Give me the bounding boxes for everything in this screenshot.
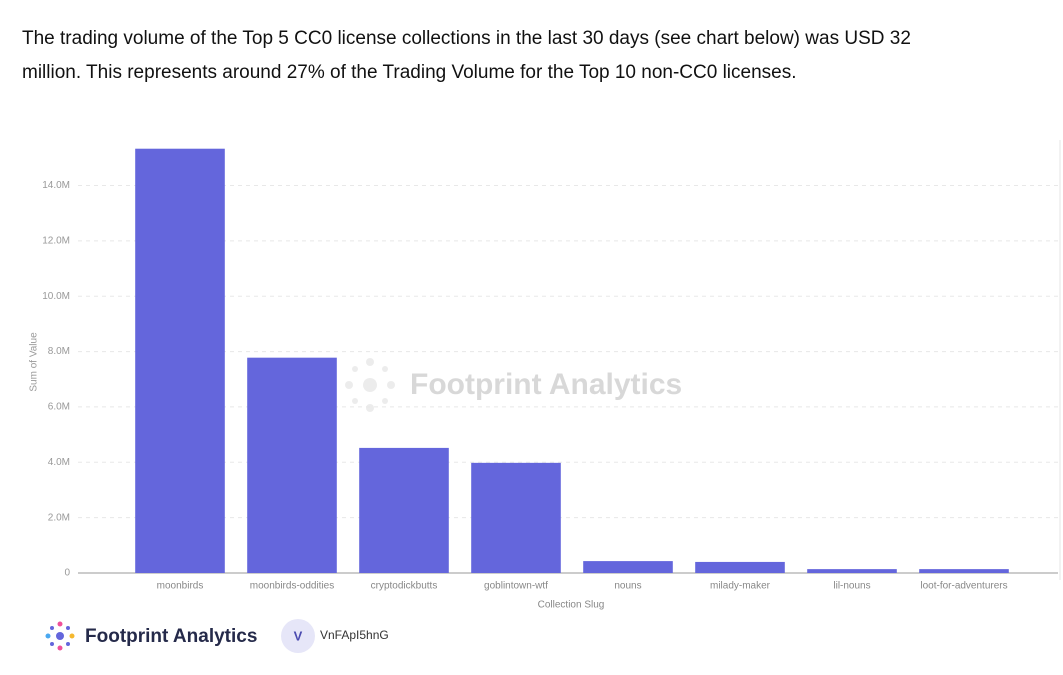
bar: [359, 447, 449, 573]
x-tick-label: milady-maker: [710, 581, 771, 592]
bar: [135, 148, 225, 574]
x-tick-label: cryptodickbutts: [371, 581, 438, 592]
bar: [695, 561, 785, 573]
x-tick-label: lil-nouns: [833, 581, 870, 592]
x-tick-label: loot-for-adventurers: [920, 581, 1007, 592]
bar: [471, 462, 561, 573]
watermark-logo: [345, 358, 395, 412]
footer-logo: [45, 621, 75, 651]
x-tick-label: nouns: [614, 581, 641, 592]
footer-brand: Footprint Analytics: [85, 626, 257, 647]
y-tick-label: 10.0M: [42, 291, 70, 302]
intro-line: million. This represents around 27% of t…: [22, 62, 797, 83]
avatar: [281, 619, 315, 653]
user-name: VnFApI5hnG: [320, 628, 389, 642]
y-tick-label: 6.0M: [48, 402, 70, 413]
bar: [247, 357, 337, 573]
y-tick-label: 14.0M: [42, 180, 70, 191]
watermark: Footprint Analytics: [410, 368, 682, 401]
x-tick-label: moonbirds-oddities: [250, 581, 335, 592]
avatar-letter: V: [294, 628, 303, 643]
y-axis-title: Sum of Value: [29, 332, 40, 392]
y-tick-label: 4.0M: [48, 457, 70, 468]
intro: The trading volume of the Top 5 CC0 lice…: [22, 22, 911, 90]
bar: [583, 561, 673, 573]
y-tick-label: 0: [64, 568, 70, 579]
y-tick-label: 12.0M: [42, 236, 70, 247]
x-axis-title: Collection Slug: [538, 600, 605, 611]
bar: [919, 569, 1009, 573]
bar: [807, 569, 897, 573]
y-tick-label: 2.0M: [48, 512, 70, 523]
y-tick-label: 8.0M: [48, 346, 70, 357]
intro-line: The trading volume of the Top 5 CC0 lice…: [22, 28, 911, 49]
x-tick-label: goblintown-wtf: [484, 581, 548, 592]
x-tick-label: moonbirds: [157, 581, 204, 592]
